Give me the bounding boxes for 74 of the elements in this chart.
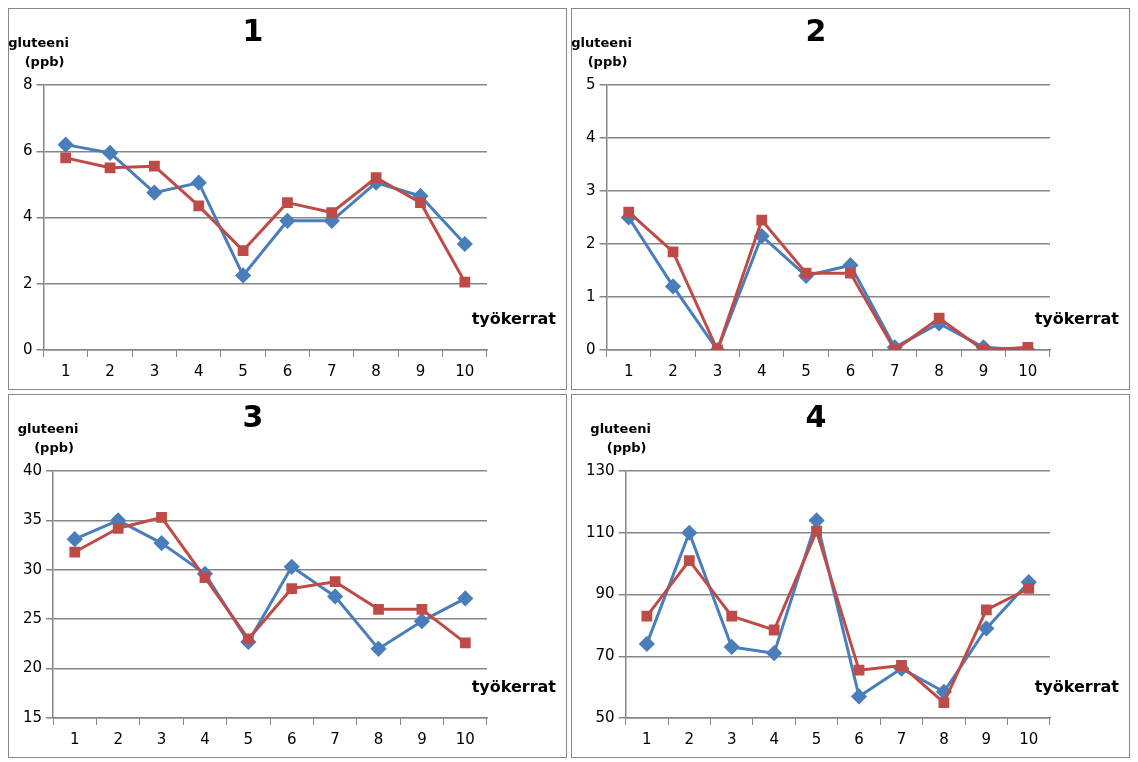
y-tick-label: 30 [22, 559, 43, 578]
x-tick-label: 5 [811, 729, 822, 748]
x-tick-label: 4 [769, 729, 779, 748]
y-axis-title: gluteeni (ppb) [17, 421, 79, 455]
x-tick-label: 7 [896, 729, 907, 748]
x-tick-label: 10 [1019, 729, 1039, 748]
y-tick-label: 110 [585, 522, 615, 541]
x-tick-label: 6 [282, 361, 293, 380]
x-tick-label: 10 [1018, 361, 1038, 380]
x-tick-label: 8 [373, 729, 384, 748]
y-tick-label: 4 [23, 207, 33, 226]
y-axis-title: gluteeni (ppb) [8, 35, 69, 69]
y-axis-title: gluteeni (ppb) [590, 421, 651, 455]
y-tick-label: 35 [22, 510, 43, 529]
y-tick-label: 2 [586, 233, 596, 252]
y-tick-label: 15 [22, 707, 43, 726]
x-axis-title: työkerrat [471, 309, 557, 329]
x-tick-label: 9 [415, 361, 426, 380]
chart-title: 4 [805, 398, 827, 434]
y-tick-label: 40 [22, 460, 43, 479]
x-tick-label: 10 [455, 361, 475, 380]
x-tick-label: 9 [417, 729, 427, 748]
x-tick-label: 8 [934, 361, 944, 380]
x-tick-label: 1 [642, 729, 652, 748]
x-tick-label: 5 [238, 361, 248, 380]
x-tick-label: 3 [149, 361, 160, 380]
y-tick-label: 6 [23, 141, 33, 160]
y-tick-label: 20 [22, 658, 43, 677]
x-axis-title: työkerrat [471, 677, 557, 697]
y-tick-label: 2 [23, 273, 33, 292]
x-tick-label: 7 [330, 729, 340, 748]
x-tick-label: 2 [668, 361, 678, 380]
x-tick-label: 8 [939, 729, 949, 748]
y-tick-label: 5 [586, 74, 596, 93]
x-tick-label: 9 [978, 361, 989, 380]
x-tick-label: 6 [854, 729, 864, 748]
x-tick-label: 5 [801, 361, 811, 380]
y-tick-label: 0 [586, 339, 596, 358]
x-tick-label: 2 [684, 729, 695, 748]
x-tick-label: 1 [60, 361, 71, 380]
y-tick-label: 3 [586, 180, 596, 199]
chart-title: 3 [242, 398, 264, 434]
x-tick-label: 4 [756, 361, 767, 380]
y-tick-label: 70 [595, 646, 615, 665]
x-tick-label: 4 [200, 729, 210, 748]
y-tick-label: 25 [22, 609, 43, 628]
x-tick-label: 7 [327, 361, 337, 380]
y-tick-label: 130 [585, 460, 615, 479]
x-axis-title: työkerrat [1034, 309, 1120, 329]
x-axis-title: työkerrat [1034, 677, 1120, 697]
y-tick-label: 0 [23, 339, 33, 358]
chart-title: 1 [242, 12, 264, 48]
x-tick-label: 2 [113, 729, 123, 748]
y-tick-label: 8 [23, 74, 33, 93]
y-tick-label: 4 [586, 127, 596, 146]
x-tick-label: 7 [890, 361, 900, 380]
x-tick-label: 6 [286, 729, 297, 748]
x-tick-label: 6 [845, 361, 856, 380]
y-tick-label: 50 [595, 707, 615, 726]
x-tick-label: 8 [371, 361, 381, 380]
x-tick-label: 4 [193, 361, 204, 380]
x-tick-label: 2 [105, 361, 115, 380]
x-tick-label: 10 [455, 729, 475, 748]
y-tick-label: 1 [586, 286, 596, 305]
x-tick-label: 3 [712, 361, 723, 380]
x-tick-label: 1 [623, 361, 634, 380]
x-tick-label: 3 [156, 729, 167, 748]
y-axis-title: gluteeni (ppb) [571, 35, 632, 69]
x-tick-label: 1 [70, 729, 80, 748]
y-tick-label: 90 [595, 584, 615, 603]
chart-title: 2 [805, 12, 827, 48]
x-tick-label: 9 [981, 729, 992, 748]
x-tick-label: 3 [726, 729, 737, 748]
x-tick-label: 5 [243, 729, 254, 748]
